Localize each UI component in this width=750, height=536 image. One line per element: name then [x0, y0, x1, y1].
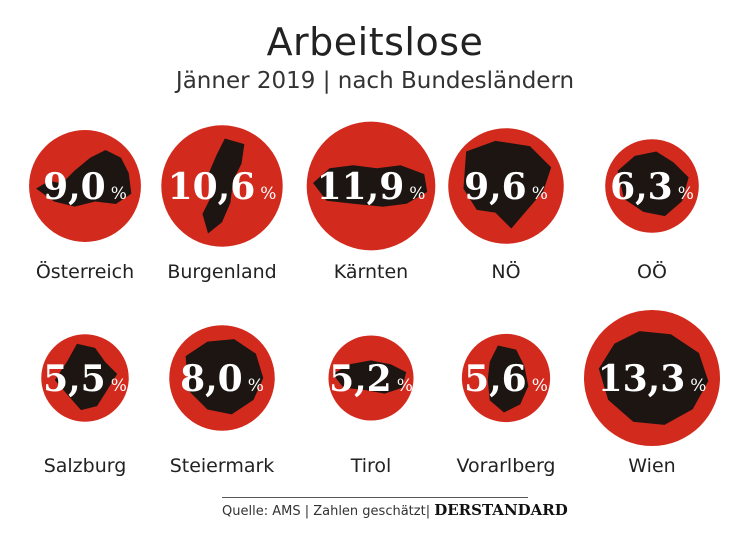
- source-line: Quelle: AMS | Zahlen geschätzt| DERSTAND…: [222, 501, 568, 519]
- region-bubble: 11,9 % Kärnten: [306, 121, 436, 283]
- region-label: Österreich: [36, 260, 134, 283]
- value-label: 13,3%: [598, 358, 707, 400]
- region-silhouette: [463, 140, 552, 229]
- region-label: Vorarlberg: [457, 455, 556, 477]
- value-label: 9,0%: [43, 166, 127, 208]
- value-label: 5,2%: [329, 358, 413, 400]
- region-label: Kärnten: [334, 261, 408, 283]
- region-bubble: 10,6 % Burgenland: [161, 125, 283, 283]
- region-label: Burgenland: [167, 261, 276, 283]
- value-label: 5,6%: [464, 358, 548, 400]
- region-bubble: 5,6 % Vorarlberg: [457, 333, 556, 477]
- value-label: 11,9%: [317, 166, 426, 208]
- region-bubble: 9,6 % NÖ: [448, 128, 564, 283]
- value-label: 6,3%: [610, 166, 694, 208]
- region-label: NÖ: [491, 260, 520, 283]
- source-text: Quelle: AMS | Zahlen geschätzt|: [222, 504, 431, 519]
- region-silhouette: [202, 138, 245, 234]
- region-silhouette: [36, 149, 132, 207]
- footer-divider: [222, 497, 528, 498]
- region-bubble: 5,5 % Salzburg: [41, 334, 129, 477]
- value-label: 8,0%: [180, 358, 264, 400]
- region-silhouette: [185, 339, 264, 415]
- value-label: 9,6%: [464, 166, 548, 208]
- region-label: Wien: [628, 455, 675, 477]
- region-bubble: 9,0 % Österreich: [29, 130, 141, 283]
- region-label: Tirol: [350, 455, 392, 477]
- region-silhouette: [313, 165, 428, 207]
- region-silhouette: [332, 360, 407, 394]
- region-bubble: 13,3 % Wien: [584, 310, 720, 477]
- brand-logo: DERSTANDARD: [434, 501, 568, 519]
- chart-title: Arbeitslose: [266, 20, 484, 64]
- region-bubble: 8,0 % Steiermark: [169, 325, 275, 477]
- region-label: Salzburg: [44, 455, 127, 477]
- region-silhouette: [54, 343, 118, 411]
- region-label: OÖ: [637, 260, 667, 283]
- value-label: 10,6%: [168, 166, 277, 208]
- region-silhouette: [487, 345, 529, 413]
- region-bubble: 6,3 % OÖ: [605, 139, 699, 283]
- region-silhouette: [617, 151, 689, 217]
- value-label: 5,5%: [43, 358, 127, 400]
- region-silhouette: [598, 331, 709, 425]
- region-label: Steiermark: [170, 455, 275, 477]
- region-bubble: 5,2 % Tirol: [328, 335, 414, 477]
- chart-subtitle: Jänner 2019 | nach Bundesländern: [175, 68, 575, 94]
